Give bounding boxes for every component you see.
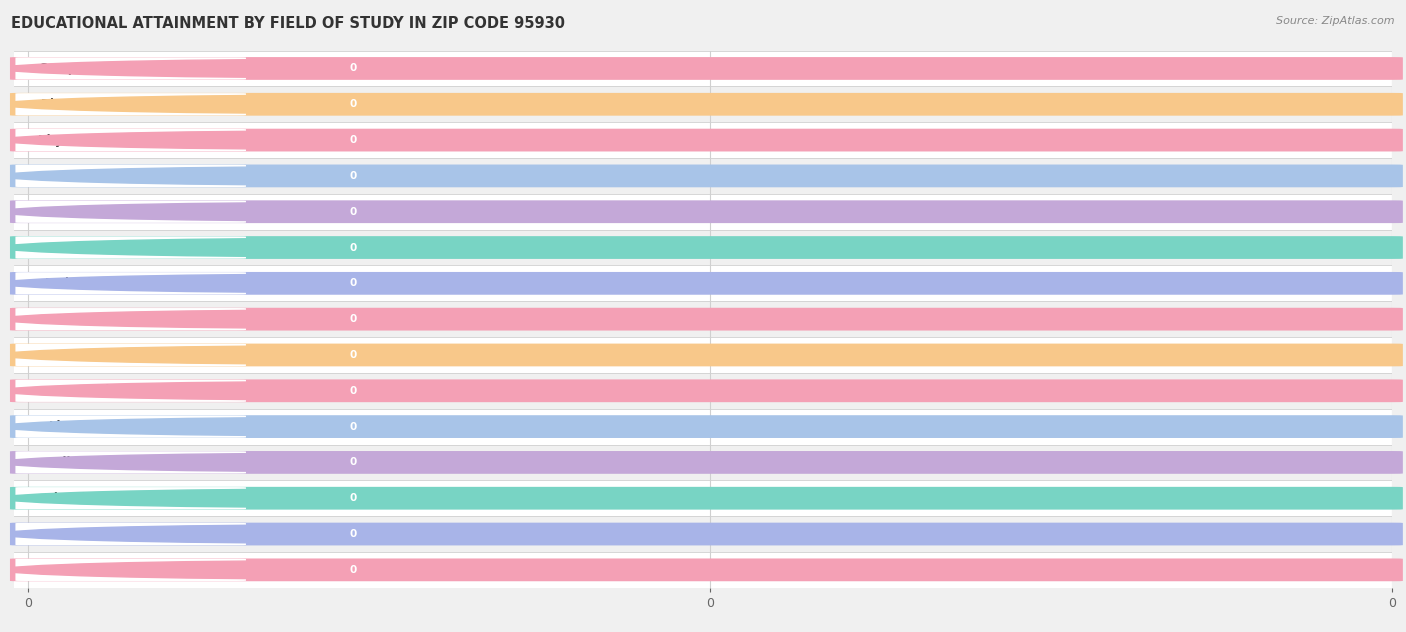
Circle shape (0, 131, 706, 149)
Text: 0: 0 (350, 493, 357, 503)
Text: Bio, Nature & Agricultural: Bio, Nature & Agricultural (41, 98, 214, 111)
Circle shape (0, 382, 706, 400)
Bar (14, 194, 1392, 229)
Text: 0: 0 (350, 458, 357, 468)
Text: Psychology: Psychology (90, 169, 165, 183)
Bar (14, 51, 1392, 87)
Text: Computers & Mathematics: Computers & Mathematics (39, 62, 215, 75)
FancyBboxPatch shape (15, 344, 246, 366)
FancyBboxPatch shape (15, 93, 246, 116)
FancyBboxPatch shape (15, 200, 246, 223)
FancyBboxPatch shape (10, 379, 1403, 402)
Circle shape (0, 346, 706, 364)
Text: Communications: Communications (72, 528, 181, 540)
FancyBboxPatch shape (10, 523, 1403, 545)
Circle shape (0, 238, 706, 257)
Bar (14, 229, 1392, 265)
FancyBboxPatch shape (15, 165, 246, 187)
Circle shape (0, 167, 706, 185)
Text: 0: 0 (350, 529, 357, 539)
Bar (14, 444, 1392, 480)
Text: Multidisciplinary Studies: Multidisciplinary Studies (45, 277, 209, 290)
FancyBboxPatch shape (10, 415, 1403, 438)
Text: Literature & Languages: Literature & Languages (49, 420, 205, 433)
Bar (14, 301, 1392, 337)
Text: Science & Technology: Science & Technology (55, 313, 200, 325)
Circle shape (0, 525, 706, 544)
FancyBboxPatch shape (15, 415, 246, 438)
Text: Education: Education (94, 384, 160, 398)
Text: 0: 0 (350, 135, 357, 145)
FancyBboxPatch shape (10, 129, 1403, 152)
FancyBboxPatch shape (15, 129, 246, 151)
Text: 0: 0 (350, 99, 357, 109)
Text: Visual & Performing Arts: Visual & Performing Arts (45, 492, 209, 505)
FancyBboxPatch shape (15, 559, 246, 581)
FancyBboxPatch shape (10, 308, 1403, 331)
FancyBboxPatch shape (15, 272, 246, 295)
Circle shape (0, 561, 706, 579)
FancyBboxPatch shape (10, 164, 1403, 187)
Text: 0: 0 (350, 278, 357, 288)
FancyBboxPatch shape (15, 236, 246, 258)
Bar (14, 373, 1392, 409)
FancyBboxPatch shape (10, 57, 1403, 80)
Text: 0: 0 (350, 386, 357, 396)
FancyBboxPatch shape (15, 58, 246, 80)
Text: Source: ZipAtlas.com: Source: ZipAtlas.com (1277, 16, 1395, 26)
Circle shape (0, 310, 706, 329)
Text: Liberal Arts & History: Liberal Arts & History (55, 456, 200, 469)
Text: 0: 0 (350, 207, 357, 217)
FancyBboxPatch shape (15, 451, 246, 473)
Circle shape (0, 274, 706, 293)
Text: EDUCATIONAL ATTAINMENT BY FIELD OF STUDY IN ZIP CODE 95930: EDUCATIONAL ATTAINMENT BY FIELD OF STUDY… (11, 16, 565, 31)
Bar (14, 516, 1392, 552)
FancyBboxPatch shape (15, 487, 246, 509)
Bar (14, 552, 1392, 588)
Text: 0: 0 (350, 171, 357, 181)
Bar (14, 409, 1392, 444)
Text: Social Sciences: Social Sciences (76, 205, 177, 218)
FancyBboxPatch shape (15, 523, 246, 545)
FancyBboxPatch shape (10, 487, 1403, 509)
Circle shape (0, 95, 706, 114)
Circle shape (0, 59, 706, 78)
Bar (14, 337, 1392, 373)
Text: 0: 0 (350, 350, 357, 360)
FancyBboxPatch shape (10, 559, 1403, 581)
FancyBboxPatch shape (15, 380, 246, 402)
FancyBboxPatch shape (10, 93, 1403, 116)
Bar (14, 265, 1392, 301)
Bar (14, 122, 1392, 158)
Circle shape (0, 202, 706, 221)
FancyBboxPatch shape (10, 344, 1403, 367)
Text: 0: 0 (350, 314, 357, 324)
Circle shape (0, 417, 706, 436)
Text: Physical & Health Sciences: Physical & Health Sciences (38, 133, 217, 147)
FancyBboxPatch shape (10, 236, 1403, 259)
Bar (14, 87, 1392, 122)
Text: 0: 0 (350, 565, 357, 575)
Text: 0: 0 (350, 63, 357, 73)
FancyBboxPatch shape (10, 272, 1403, 295)
Text: Engineering: Engineering (87, 241, 167, 254)
Text: Arts & Humanities: Arts & Humanities (66, 563, 188, 576)
FancyBboxPatch shape (10, 200, 1403, 223)
Circle shape (0, 489, 706, 507)
Text: 0: 0 (350, 243, 357, 253)
FancyBboxPatch shape (15, 308, 246, 331)
Circle shape (0, 453, 706, 471)
Text: Business: Business (98, 348, 156, 362)
Bar (14, 480, 1392, 516)
Text: 0: 0 (350, 422, 357, 432)
Bar (14, 158, 1392, 194)
FancyBboxPatch shape (10, 451, 1403, 474)
